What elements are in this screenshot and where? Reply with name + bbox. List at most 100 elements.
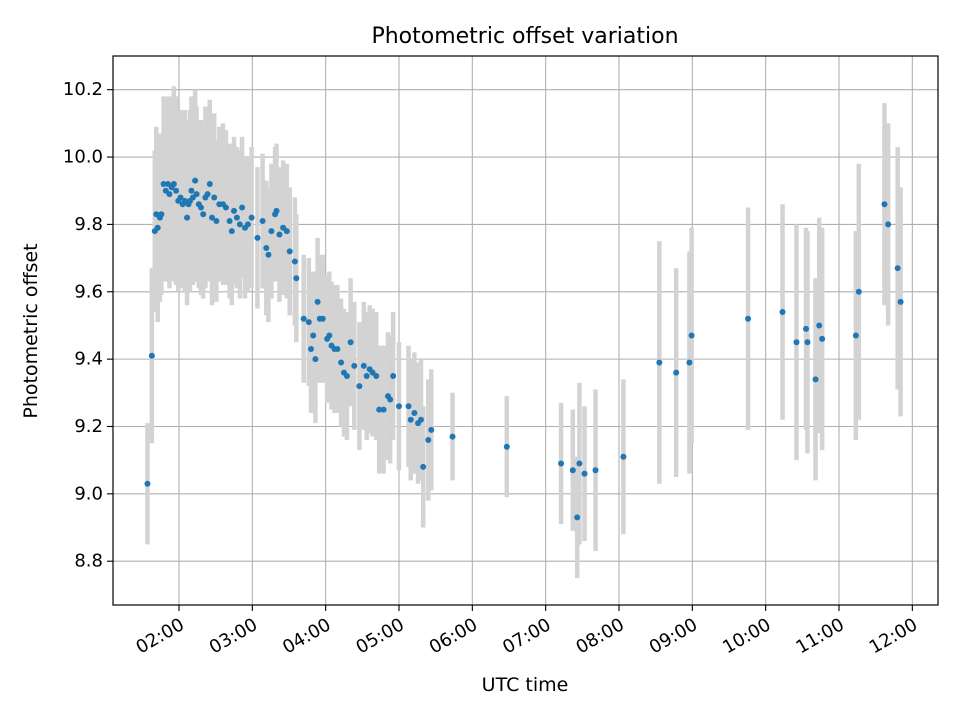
data-point <box>407 416 414 423</box>
data-point <box>291 258 298 265</box>
data-point <box>363 372 370 379</box>
data-point <box>283 228 290 235</box>
data-point <box>855 288 862 295</box>
data-point <box>425 436 432 443</box>
data-point <box>558 460 565 467</box>
data-point <box>268 228 275 235</box>
data-point <box>428 426 435 433</box>
data-point <box>420 463 427 470</box>
data-point <box>244 221 251 228</box>
data-point <box>390 372 397 379</box>
data-point <box>852 332 859 339</box>
y-tick-label: 9.2 <box>74 416 103 437</box>
data-point <box>308 346 314 353</box>
chart-title: Photometric offset variation <box>371 24 678 49</box>
data-point <box>894 265 901 272</box>
data-point <box>885 221 892 228</box>
data-point <box>233 214 240 221</box>
data-point <box>816 322 823 329</box>
data-point <box>881 201 888 208</box>
data-point <box>148 352 155 359</box>
data-point <box>154 224 161 231</box>
data-point <box>265 251 272 258</box>
data-point <box>688 332 695 339</box>
data-point <box>803 325 809 332</box>
plot-area-frame <box>112 55 939 606</box>
data-point <box>620 453 627 460</box>
data-point <box>259 218 266 225</box>
data-point <box>276 231 283 238</box>
data-point <box>312 356 319 363</box>
data-point <box>745 315 752 322</box>
data-point <box>206 180 213 187</box>
data-point <box>343 372 350 379</box>
data-point <box>405 403 412 410</box>
data-point <box>158 211 165 218</box>
data-point <box>347 339 354 346</box>
y-tick-label: 8.8 <box>74 551 103 572</box>
data-point <box>569 467 576 474</box>
data-point <box>248 214 255 221</box>
data-point <box>411 410 418 417</box>
data-point <box>326 332 333 339</box>
data-point <box>338 359 345 366</box>
data-point <box>211 194 218 201</box>
data-point <box>779 308 786 315</box>
y-tick-label: 9.4 <box>74 349 103 370</box>
data-point <box>319 315 326 322</box>
data-point <box>273 207 280 214</box>
data-point <box>263 244 270 251</box>
data-point <box>184 214 191 221</box>
data-point <box>592 467 599 474</box>
data-point <box>170 180 177 187</box>
data-point <box>209 214 215 221</box>
data-point <box>160 180 167 187</box>
data-point <box>222 204 229 211</box>
data-point <box>144 480 151 487</box>
data-point <box>812 376 819 383</box>
data-point <box>793 339 800 346</box>
data-point <box>356 383 363 390</box>
data-point <box>503 443 510 450</box>
grid-lines <box>113 56 938 605</box>
data-point <box>396 403 402 410</box>
data-point <box>418 416 424 423</box>
data-point <box>177 194 184 201</box>
data-point <box>334 346 341 353</box>
data-points <box>144 177 904 521</box>
data-point <box>213 218 220 225</box>
data-point <box>239 204 246 211</box>
data-point <box>286 248 293 255</box>
data-point <box>574 514 581 521</box>
data-point <box>173 187 180 194</box>
data-point <box>198 204 204 211</box>
data-point <box>373 372 380 379</box>
data-point <box>166 191 173 198</box>
data-point <box>387 396 394 403</box>
data-point <box>819 335 826 342</box>
data-point <box>300 315 307 322</box>
data-point <box>310 332 317 339</box>
data-point <box>231 207 237 214</box>
data-point <box>656 359 663 366</box>
y-tick-label: 10.2 <box>63 79 103 100</box>
data-point <box>673 369 680 376</box>
y-tick-label: 9.8 <box>74 214 103 235</box>
data-point <box>380 406 387 413</box>
y-tick-label: 10.0 <box>63 147 103 168</box>
data-point <box>293 275 300 282</box>
data-point <box>581 470 588 477</box>
data-point <box>188 187 195 194</box>
data-point <box>686 359 693 366</box>
y-tick-label: 9.6 <box>74 281 103 302</box>
data-point <box>376 406 383 413</box>
data-point <box>228 228 235 235</box>
data-point <box>449 433 456 440</box>
y-axis-label: Photometric offset <box>20 243 42 418</box>
x-axis-label: UTC time <box>482 674 569 696</box>
data-point <box>897 298 904 305</box>
data-point <box>226 218 233 225</box>
data-point <box>204 191 211 198</box>
